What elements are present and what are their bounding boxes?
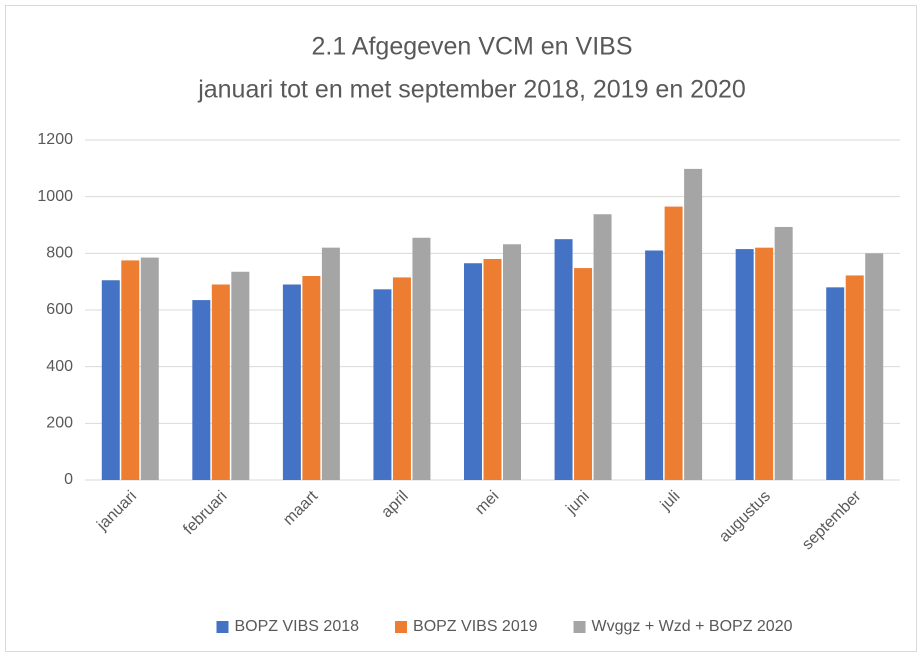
bar — [192, 300, 211, 480]
y-tick-label: 1000 — [37, 188, 73, 205]
bar — [140, 257, 159, 480]
bar — [464, 263, 482, 480]
bar — [664, 206, 683, 481]
y-tick-label: 0 — [64, 471, 73, 488]
bar — [321, 247, 340, 480]
bar — [593, 214, 612, 480]
y-tick-label: 1200 — [37, 131, 73, 148]
bar — [645, 250, 664, 480]
bar — [211, 284, 230, 480]
y-tick-label: 800 — [46, 245, 73, 262]
y-tick-label: 200 — [46, 415, 73, 432]
bar — [735, 249, 754, 480]
bar — [574, 268, 593, 480]
y-tick-label: 600 — [46, 301, 73, 318]
bar — [231, 271, 250, 480]
bar — [282, 284, 301, 480]
bar — [483, 259, 502, 480]
bar — [412, 237, 431, 480]
bar — [554, 239, 573, 480]
bar — [392, 277, 411, 480]
legend-label: BOPZ VIBS 2019 — [413, 618, 538, 635]
bar — [302, 276, 321, 480]
legend-swatch — [395, 621, 408, 633]
y-tick-label: 400 — [46, 358, 73, 375]
legend-swatch — [573, 621, 586, 633]
legend-swatch — [216, 621, 229, 633]
bar — [774, 226, 793, 480]
chart-subtitle: januari tot en met september 2018, 2019 … — [197, 76, 746, 104]
bar — [684, 168, 703, 480]
bar — [101, 280, 120, 480]
bar — [845, 275, 864, 480]
legend-label: BOPZ VIBS 2018 — [235, 618, 360, 635]
bar — [121, 260, 140, 480]
bar — [826, 287, 845, 480]
bar — [755, 247, 774, 480]
bar — [373, 289, 392, 480]
bar — [503, 244, 521, 480]
legend-label: Wvggz + Wzd + BOPZ 2020 — [592, 618, 793, 635]
bar — [865, 253, 884, 480]
chart-title: 2.1 Afgegeven VCM en VIBS — [311, 33, 632, 61]
